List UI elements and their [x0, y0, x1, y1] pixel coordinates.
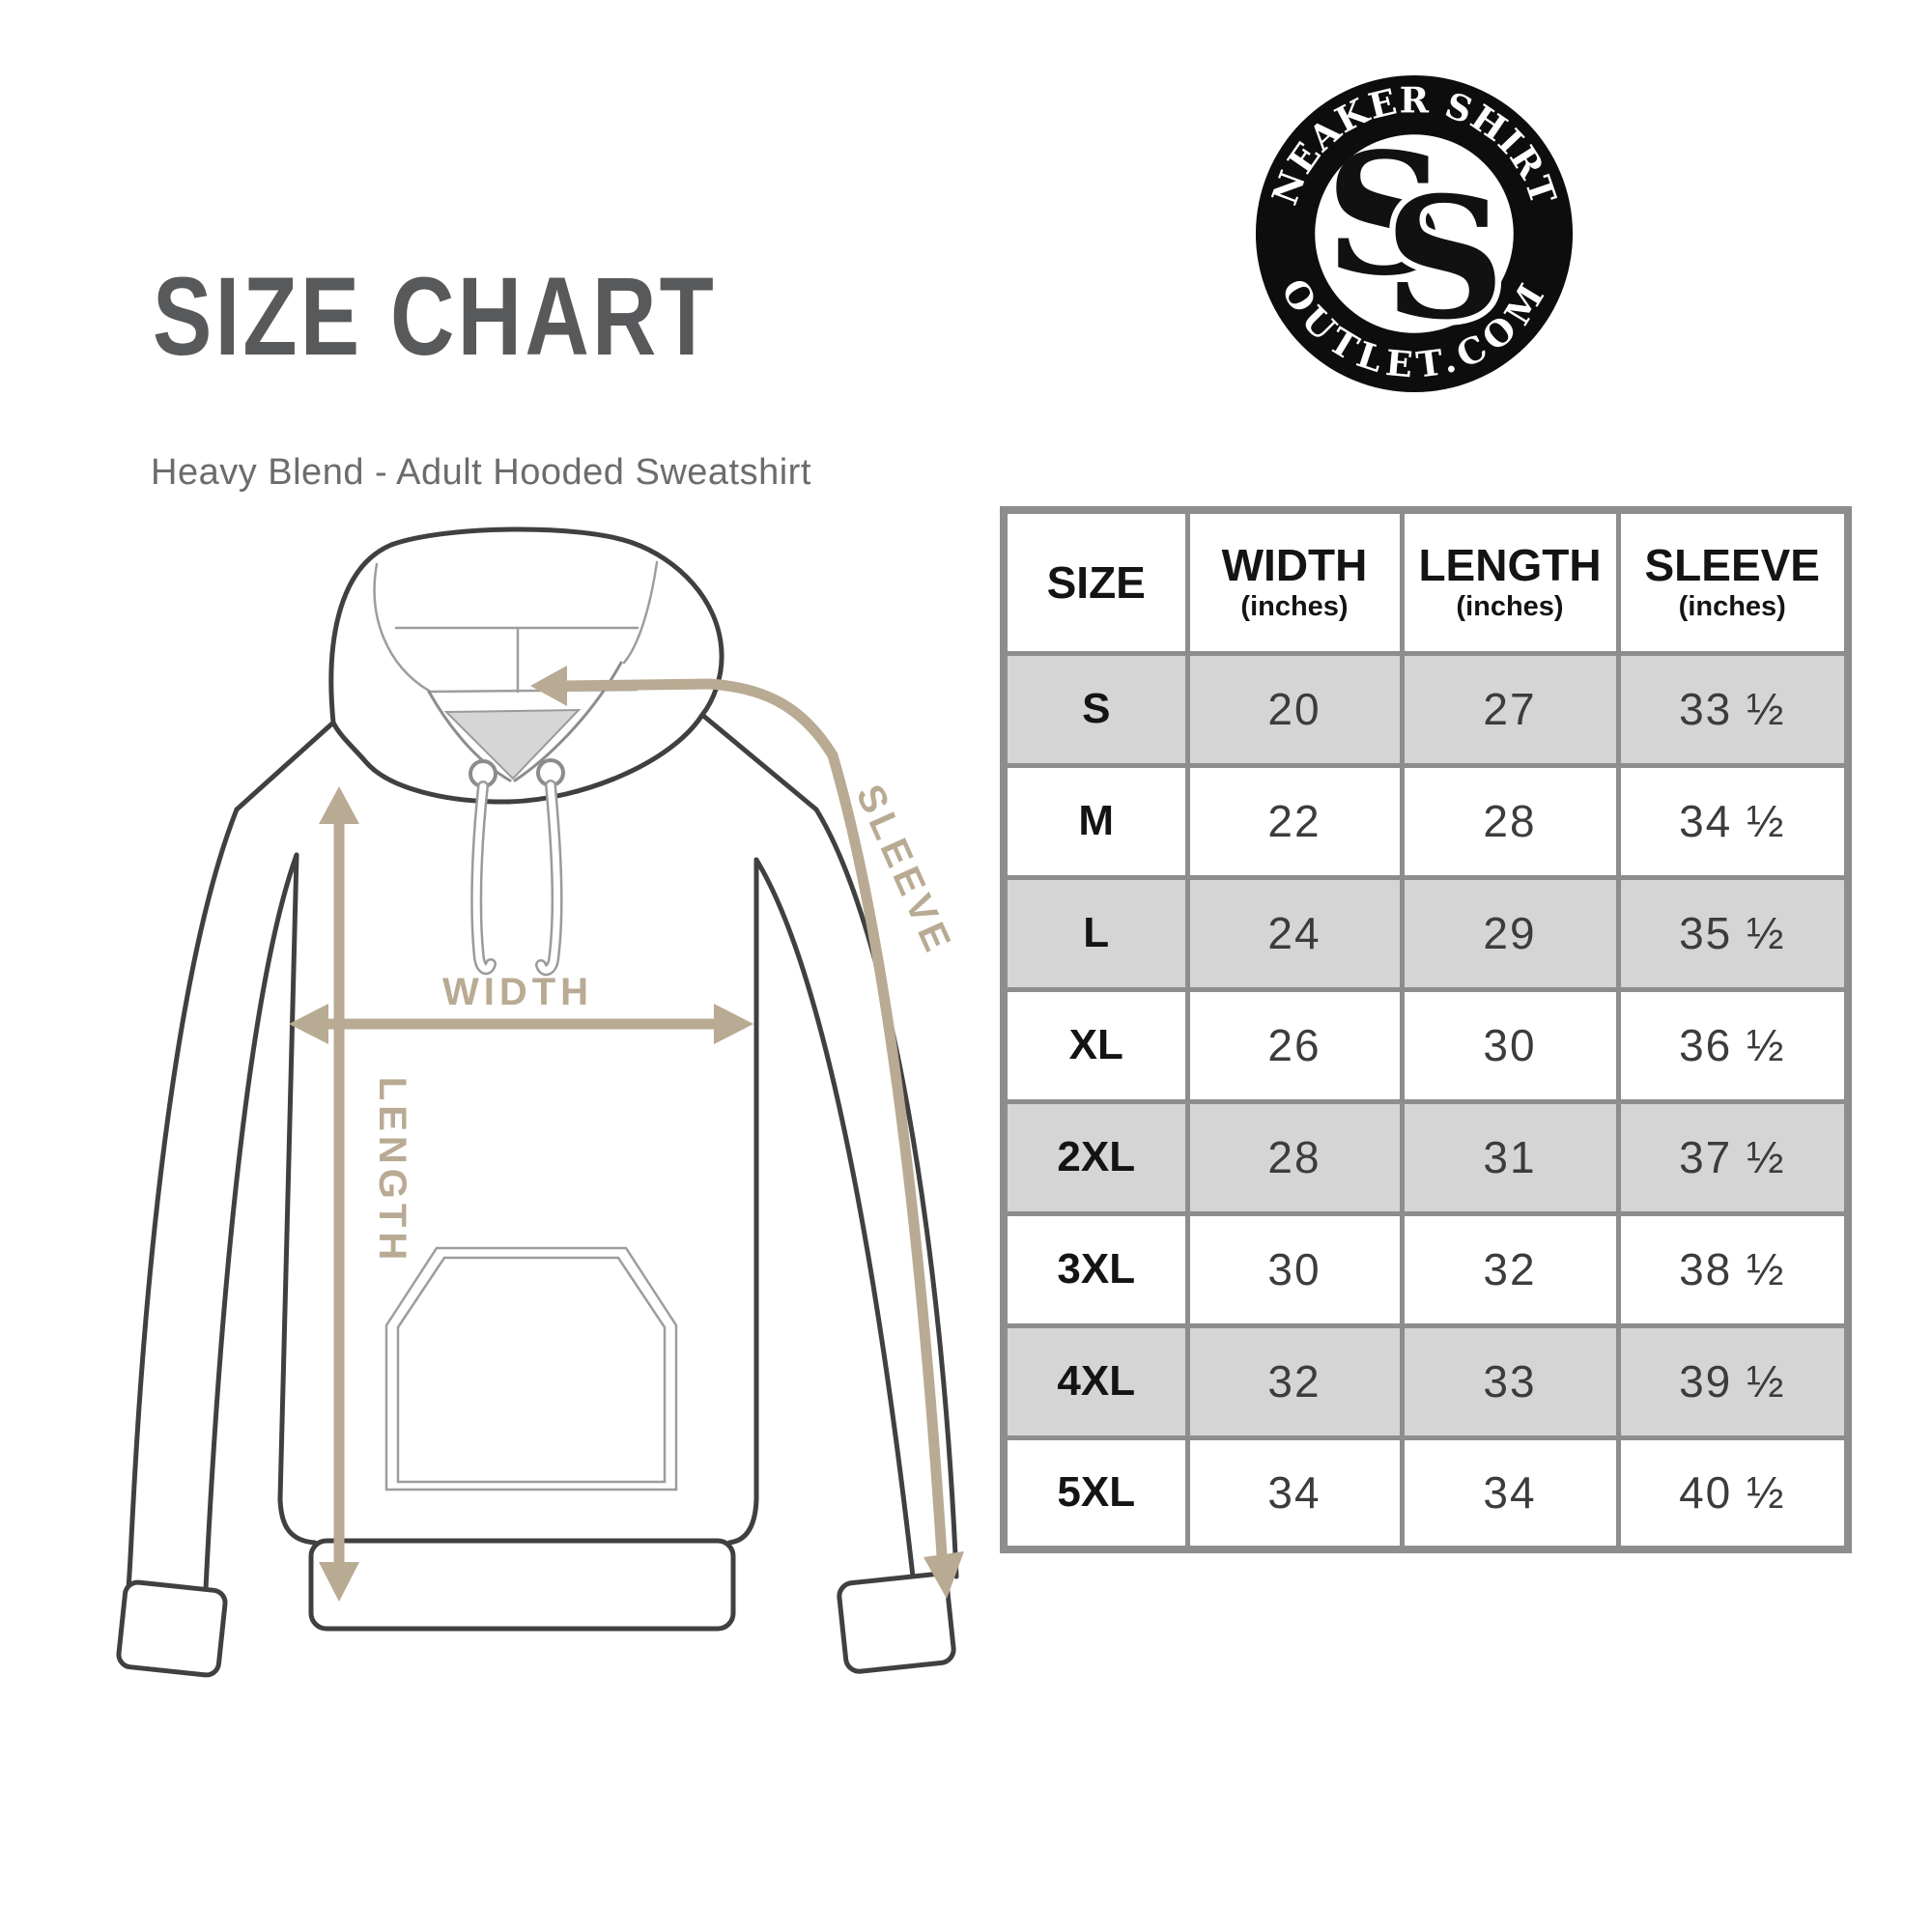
table-row: 2XL 28 31 37 ½: [1001, 1098, 1851, 1216]
length-value: 30: [1399, 986, 1621, 1104]
length-value: 33: [1399, 1322, 1621, 1440]
page-title: SIZE CHART: [153, 255, 717, 379]
size-value: 3XL: [1001, 1210, 1190, 1328]
table-row: M 22 28 34 ½: [1001, 762, 1851, 880]
length-arrow: [319, 786, 359, 1602]
width-value: 22: [1184, 762, 1405, 880]
width-label: WIDTH: [442, 971, 593, 1013]
col-header-sleeve: SLEEVE (inches): [1615, 507, 1851, 656]
length-value: 31: [1399, 1098, 1621, 1216]
hoodie-measure-diagram: WIDTH LENGTH SLEEVE: [116, 526, 964, 1678]
sleeve-value: 34 ½: [1615, 762, 1851, 880]
col-header-size: SIZE: [1001, 507, 1190, 656]
table-row: 5XL 34 34 40 ½: [1001, 1435, 1851, 1552]
width-value: 28: [1184, 1098, 1405, 1216]
col-header-length: LENGTH (inches): [1399, 507, 1621, 656]
size-value: S: [1001, 650, 1190, 768]
size-table: SIZE WIDTH (inches) LENGTH (inches) SLEE…: [1000, 506, 1852, 1553]
width-value: 20: [1184, 650, 1405, 768]
sleeve-value: 39 ½: [1615, 1322, 1851, 1440]
width-arrow: [289, 1004, 753, 1044]
hood-lining-triangle: [443, 708, 582, 781]
length-value: 29: [1399, 874, 1621, 992]
logo-inner-disc: [1315, 134, 1514, 333]
sleeve-value: 37 ½: [1615, 1098, 1851, 1216]
col-header-width: WIDTH (inches): [1184, 507, 1405, 656]
table-row: 3XL 30 32 38 ½: [1001, 1210, 1851, 1328]
brand-logo: SNEAKER SHIRTS OUTLET.COM S S: [1252, 71, 1574, 393]
width-value: 30: [1184, 1210, 1405, 1328]
size-table-header-row: SIZE WIDTH (inches) LENGTH (inches) SLEE…: [1001, 507, 1851, 656]
length-value: 28: [1399, 762, 1621, 880]
sleeve-value: 35 ½: [1615, 874, 1851, 992]
table-row: XL 26 30 36 ½: [1001, 986, 1851, 1104]
sleeve-arrow: [530, 666, 964, 1599]
page-subtitle: Heavy Blend - Adult Hooded Sweatshirt: [151, 452, 811, 493]
table-row: L 24 29 35 ½: [1001, 874, 1851, 992]
logo-ss-monogram-icon: S S: [1325, 117, 1512, 363]
sleeve-value: 36 ½: [1615, 986, 1851, 1104]
length-value: 34: [1399, 1435, 1621, 1552]
sleeve-value: 38 ½: [1615, 1210, 1851, 1328]
size-value: 5XL: [1001, 1435, 1190, 1552]
size-value: M: [1001, 762, 1190, 880]
width-value: 34: [1184, 1435, 1405, 1552]
size-value: 2XL: [1001, 1098, 1190, 1216]
size-value: XL: [1001, 986, 1190, 1104]
table-row: 4XL 32 33 39 ½: [1001, 1322, 1851, 1440]
length-value: 27: [1399, 650, 1621, 768]
width-value: 26: [1184, 986, 1405, 1104]
svg-text:S: S: [1384, 160, 1505, 356]
size-value: L: [1001, 874, 1190, 992]
length-label: LENGTH: [371, 1077, 413, 1264]
size-value: 4XL: [1001, 1322, 1190, 1440]
sleeve-value: 40 ½: [1615, 1435, 1851, 1552]
width-value: 24: [1184, 874, 1405, 992]
table-row: S 20 27 33 ½: [1001, 650, 1851, 768]
sleeve-value: 33 ½: [1615, 650, 1851, 768]
hoodie-drawing-icon: [116, 526, 959, 1678]
length-value: 32: [1399, 1210, 1621, 1328]
svg-text:S: S: [1325, 117, 1446, 313]
width-value: 32: [1184, 1322, 1405, 1440]
